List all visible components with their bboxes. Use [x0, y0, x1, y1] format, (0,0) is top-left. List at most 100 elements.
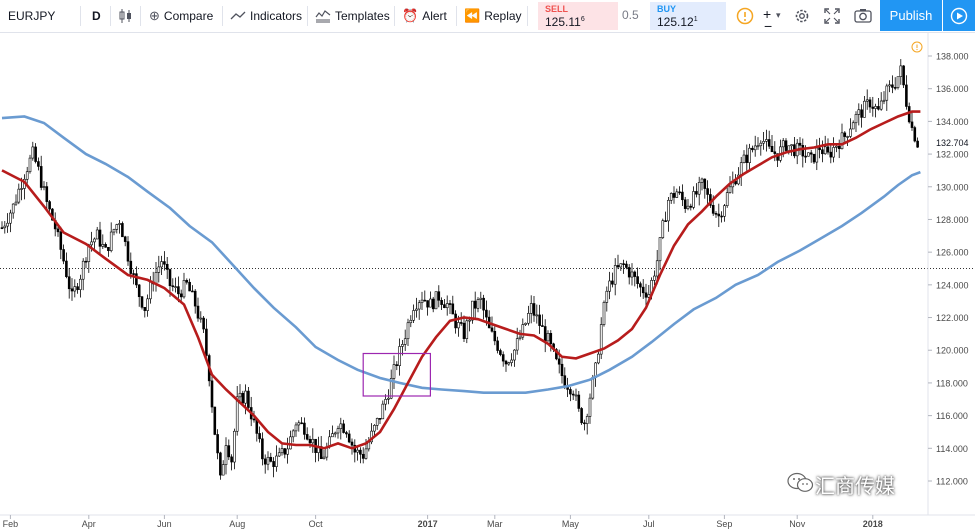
candle: [112, 228, 116, 236]
candle: [773, 141, 777, 162]
candle: [818, 137, 821, 159]
candle: [409, 315, 413, 328]
sell-button[interactable]: SELL 125.116: [538, 2, 618, 30]
candle: [815, 139, 819, 171]
candle: [266, 451, 270, 471]
candle: [317, 436, 320, 462]
candle: [493, 326, 497, 346]
settings-button[interactable]: [793, 0, 811, 31]
candle: [28, 154, 32, 174]
fullscreen-button[interactable]: [824, 0, 840, 31]
price-axis[interactable]: 138.000 136.000 134.000 132.000 130.000 128.0…: [927, 33, 969, 515]
candle: [482, 294, 485, 320]
candle: [403, 329, 407, 351]
candle: [14, 194, 18, 206]
candle: [471, 300, 474, 324]
price-tick-label: 124.000: [936, 280, 969, 290]
candle: [644, 283, 648, 308]
candle: [535, 304, 539, 324]
candle: [669, 192, 673, 204]
candle: [835, 145, 838, 153]
price-tick-label: 134.000: [936, 117, 969, 127]
price-tick-label: 138.000: [936, 52, 969, 62]
candle: [672, 186, 676, 204]
candle: [888, 80, 891, 93]
candle: [280, 444, 284, 456]
templates-button[interactable]: Templates: [315, 0, 390, 31]
candle: [476, 297, 480, 313]
chart-type-button[interactable]: [118, 0, 134, 31]
play-button[interactable]: [943, 0, 975, 31]
candle: [107, 246, 110, 257]
sell-label: SELL: [545, 4, 569, 14]
candle: [801, 138, 805, 168]
alert-marker[interactable]: [911, 41, 923, 53]
buy-button[interactable]: BUY 125.121: [650, 2, 726, 30]
price-chart[interactable]: 138.000 136.000 134.000 132.000 130.000 128.0…: [0, 32, 975, 530]
scale-dropdown[interactable]: ▾: [776, 0, 781, 31]
candle: [361, 447, 365, 464]
info-button[interactable]: [736, 0, 754, 31]
candle: [739, 156, 743, 186]
indicators-button[interactable]: Indicators: [230, 0, 302, 31]
time-tick-label: 2017: [418, 519, 438, 529]
candle: [224, 437, 228, 475]
candle: [59, 226, 63, 260]
time-tick-label: Feb: [3, 519, 19, 529]
candle: [25, 166, 29, 186]
candle: [174, 277, 177, 293]
zoom-in-button[interactable]: +: [763, 0, 771, 29]
replay-button[interactable]: ⏪ Replay: [464, 0, 522, 31]
candle: [17, 183, 21, 205]
candle: [185, 278, 189, 285]
alert-button[interactable]: ⏰ Alert: [402, 0, 447, 31]
time-tick-label: Jun: [157, 519, 172, 529]
candle: [496, 336, 499, 354]
candle: [420, 291, 424, 310]
zoom-out-button[interactable]: −: [764, 10, 772, 41]
candle: [706, 180, 709, 205]
candle: [899, 59, 903, 85]
candle: [667, 196, 670, 232]
candle: [465, 316, 469, 344]
snapshot-button[interactable]: [854, 0, 872, 31]
candle: [227, 439, 231, 461]
candle: [283, 448, 287, 459]
candle: [42, 181, 46, 191]
candle: [513, 349, 516, 367]
time-axis[interactable]: Feb Apr Jun Aug Oct 2017 Mar May Jul Sep Nov 2018: [0, 514, 975, 529]
candle: [580, 407, 583, 425]
candle: [98, 221, 102, 255]
candle: [342, 419, 345, 434]
candle: [613, 258, 617, 296]
candle: [748, 143, 751, 172]
candle: [871, 96, 875, 117]
candle: [193, 289, 197, 314]
candle: [297, 420, 301, 432]
publish-button[interactable]: Publish: [880, 0, 942, 31]
candle: [793, 137, 796, 159]
candle: [569, 387, 572, 402]
candle: [630, 263, 634, 286]
candle: [143, 306, 147, 318]
symbol-selector[interactable]: EURJPY: [8, 0, 55, 31]
candle: [305, 427, 309, 441]
candle: [65, 252, 68, 279]
candle: [157, 255, 161, 283]
candle: [692, 186, 695, 210]
gear-icon: [795, 9, 809, 22]
candle: [863, 95, 866, 118]
camera-icon: [854, 9, 872, 23]
candle: [753, 135, 757, 157]
candle: [636, 267, 639, 289]
candle: [333, 431, 337, 438]
candle: [429, 291, 432, 308]
interval-selector[interactable]: D: [92, 0, 101, 31]
candle: [837, 139, 841, 159]
annotation-box[interactable]: [362, 352, 432, 397]
candle: [210, 376, 214, 413]
compare-button[interactable]: ⊕ Compare: [149, 0, 213, 31]
candle: [571, 390, 575, 400]
divider: [140, 6, 141, 26]
candle: [191, 285, 194, 293]
